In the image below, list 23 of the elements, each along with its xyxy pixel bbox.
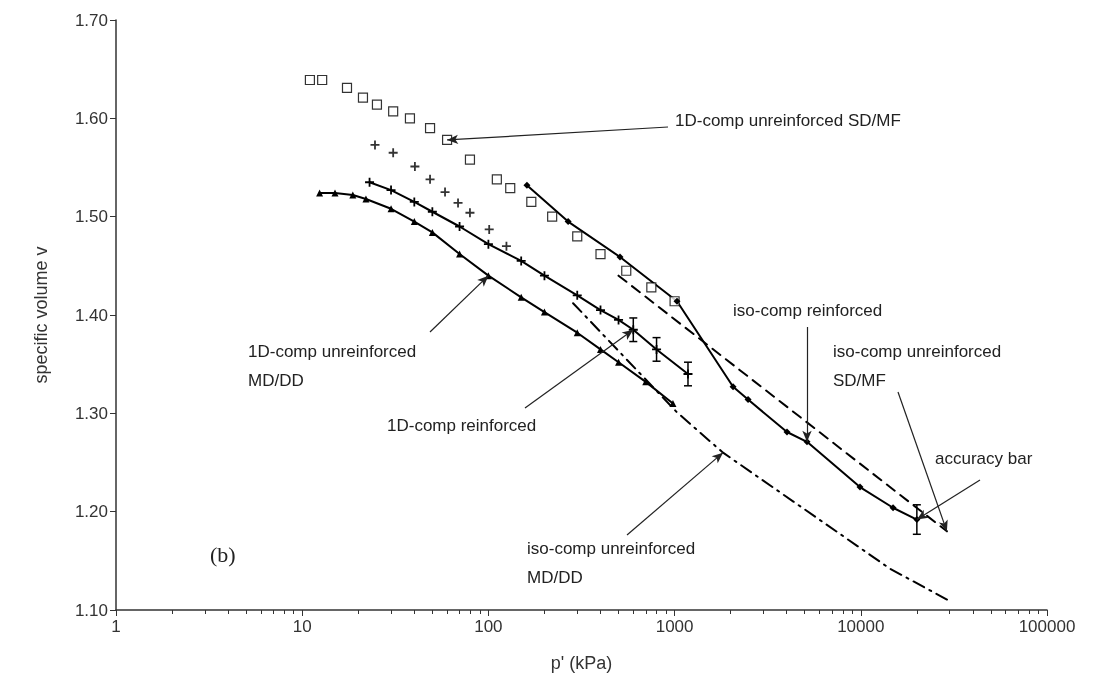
y-tick-label: 1.50 (74, 207, 108, 227)
x-axis-title: p' (kPa) (550, 653, 613, 673)
y-tick-label: 1.70 (74, 10, 108, 30)
y-tick-label: 1.40 (74, 305, 108, 325)
annotation: iso-comp unreinforced MD/DD (527, 539, 696, 587)
annotation: 1D-comp reinforced (387, 415, 537, 435)
annotation: iso-comp reinforced (733, 300, 883, 320)
x-tick-label: 10000 (837, 617, 885, 636)
x-tick-label: 10 (292, 617, 312, 636)
x-tick-label: 100 (474, 617, 503, 636)
annotation: 1D-comp unreinforced SD/MF (675, 110, 901, 130)
x-tick-label: 1000 (655, 617, 694, 636)
x-tick-label: 1 (111, 617, 121, 636)
annotation: iso-comp unreinforced SD/MF (833, 342, 1002, 390)
y-tick-label: 1.20 (74, 502, 108, 522)
x-tick-label: 100000 (1018, 617, 1076, 636)
annotation: accuracy bar (935, 448, 1033, 468)
annotation: (b) (210, 541, 236, 567)
y-tick-label: 1.60 (74, 108, 108, 128)
y-tick-label: 1.10 (74, 600, 108, 620)
annotation: 1D-comp unreinforced MD/DD (248, 342, 417, 390)
y-tick-label: 1.30 (74, 403, 108, 423)
y-axis-title: specific volume v (31, 246, 51, 384)
